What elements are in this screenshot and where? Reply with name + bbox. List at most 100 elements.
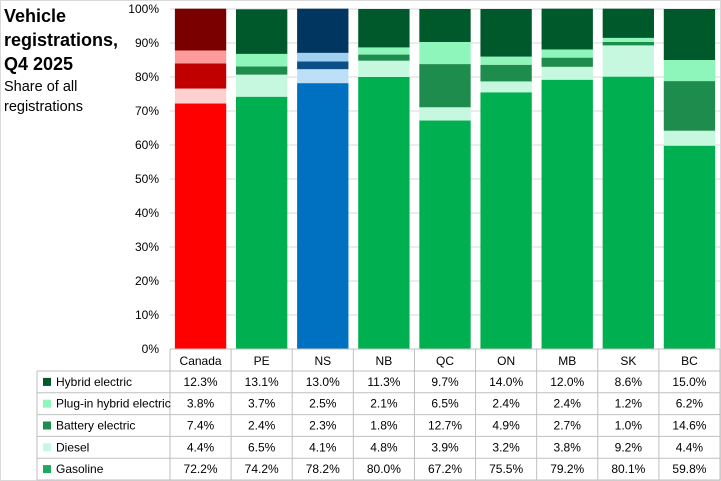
bar-segment-qc-battery-electric bbox=[419, 64, 471, 108]
x-tick-label: BC bbox=[681, 354, 698, 368]
data-label: 11.3% bbox=[367, 375, 400, 389]
x-tick-label: NB bbox=[376, 354, 393, 368]
data-label: 75.5% bbox=[489, 462, 523, 476]
y-axis-label-line: registrations bbox=[4, 99, 83, 115]
data-label: 2.4% bbox=[554, 397, 582, 411]
bar-segment-mb-hybrid-electric bbox=[541, 8, 593, 50]
data-label: 2.4% bbox=[248, 419, 276, 433]
bar-segment-on-hybrid-electric bbox=[480, 9, 532, 57]
bar-segment-pe-diesel bbox=[236, 74, 288, 97]
data-label: 14.6% bbox=[672, 419, 706, 433]
y-tick-label: 10% bbox=[135, 308, 159, 322]
bar-segment-canada-hybrid-electric bbox=[174, 8, 227, 51]
bar-segment-qc-plug-in-hybrid-electric bbox=[419, 41, 471, 65]
legend-swatch bbox=[43, 377, 51, 386]
bar-segment-mb-diesel bbox=[541, 66, 593, 80]
data-label: 79.2% bbox=[550, 462, 584, 476]
bar-segment-nb-plug-in-hybrid-electric bbox=[358, 47, 410, 55]
bar-segment-sk-battery-electric bbox=[602, 41, 654, 46]
bar-segment-pe-hybrid-electric bbox=[236, 9, 288, 54]
x-tick-label: PE bbox=[254, 354, 270, 368]
data-label: 14.0% bbox=[489, 375, 523, 389]
data-label: 15.0% bbox=[672, 375, 706, 389]
x-tick-label: ON bbox=[497, 354, 515, 368]
data-label: 12.3% bbox=[184, 375, 218, 389]
y-tick-label: 80% bbox=[135, 70, 159, 84]
data-label: 80.1% bbox=[611, 462, 645, 476]
bar-segment-canada-gasoline bbox=[174, 103, 227, 350]
y-tick-label: 20% bbox=[135, 274, 159, 288]
data-label: 3.7% bbox=[248, 397, 276, 411]
data-label: 67.2% bbox=[428, 462, 462, 476]
bar-segment-canada-plug-in-hybrid-electric bbox=[174, 50, 227, 64]
data-label: 6.5% bbox=[248, 440, 276, 454]
bar-segment-mb-gasoline bbox=[541, 79, 593, 349]
data-label: 4.1% bbox=[309, 440, 337, 454]
legend-label: Battery electric bbox=[56, 419, 135, 433]
data-label: 59.8% bbox=[672, 462, 706, 476]
bar-segment-on-diesel bbox=[480, 81, 532, 93]
x-tick-label: SK bbox=[620, 354, 636, 368]
data-label: 2.3% bbox=[309, 419, 337, 433]
bar-segment-nb-gasoline bbox=[358, 77, 410, 349]
data-label: 6.2% bbox=[676, 397, 704, 411]
bar-segment-ns-plug-in-hybrid-electric bbox=[297, 52, 349, 62]
bar-segment-bc-battery-electric bbox=[663, 81, 716, 131]
legend-swatch bbox=[43, 421, 51, 430]
bar-segment-canada-diesel bbox=[174, 88, 227, 104]
title-line: Q4 2025 bbox=[4, 54, 74, 74]
data-label: 78.2% bbox=[306, 462, 340, 476]
legend-label: Gasoline bbox=[56, 462, 104, 476]
bar-segment-ns-diesel bbox=[297, 69, 349, 84]
y-tick-label: 30% bbox=[135, 240, 159, 254]
data-label: 9.7% bbox=[431, 375, 459, 389]
bar-segment-canada-battery-electric bbox=[174, 63, 227, 89]
legend-label: Hybrid electric bbox=[56, 375, 132, 389]
chart-title: Vehicle registrations, Q4 2025 bbox=[4, 4, 124, 76]
title-line: registrations, bbox=[4, 30, 119, 50]
bar-segment-mb-plug-in-hybrid-electric bbox=[541, 49, 593, 58]
y-tick-label: 100% bbox=[128, 2, 159, 16]
bar-segment-ns-hybrid-electric bbox=[297, 8, 349, 53]
legend-swatch bbox=[43, 465, 51, 474]
data-label: 72.2% bbox=[184, 462, 218, 476]
data-label: 80.0% bbox=[367, 462, 401, 476]
bar-segment-pe-battery-electric bbox=[236, 66, 288, 75]
bar-segment-nb-hybrid-electric bbox=[358, 9, 410, 48]
data-label: 13.0% bbox=[306, 375, 340, 389]
x-tick-label: NS bbox=[314, 354, 331, 368]
title-line: Vehicle bbox=[4, 6, 67, 26]
bar-segment-bc-hybrid-electric bbox=[663, 9, 716, 60]
bar-segment-sk-hybrid-electric bbox=[602, 8, 654, 38]
x-tick-label: Canada bbox=[180, 354, 222, 368]
bar-segment-sk-gasoline bbox=[602, 76, 654, 349]
legend-label: Diesel bbox=[56, 440, 89, 454]
data-label: 3.8% bbox=[187, 397, 215, 411]
legend-label: Plug-in hybrid electric bbox=[56, 397, 171, 411]
bar-segment-on-gasoline bbox=[480, 92, 532, 350]
y-tick-label: 40% bbox=[135, 206, 159, 220]
y-tick-label: 0% bbox=[142, 342, 160, 356]
data-label: 1.8% bbox=[370, 419, 398, 433]
bar-segment-bc-gasoline bbox=[663, 145, 716, 349]
bar-segment-sk-diesel bbox=[602, 45, 654, 77]
data-label: 9.2% bbox=[615, 440, 643, 454]
bar-segment-sk-plug-in-hybrid-electric bbox=[602, 37, 654, 42]
y-tick-label: 50% bbox=[135, 172, 159, 186]
bar-segment-ns-gasoline bbox=[297, 83, 349, 350]
data-label: 2.4% bbox=[492, 397, 520, 411]
data-label: 74.2% bbox=[245, 462, 279, 476]
bar-segment-mb-battery-electric bbox=[541, 57, 593, 67]
bar-segment-on-plug-in-hybrid-electric bbox=[480, 56, 532, 65]
data-label: 8.6% bbox=[615, 375, 643, 389]
legend-swatch bbox=[43, 399, 51, 408]
bar-segment-pe-plug-in-hybrid-electric bbox=[236, 53, 288, 67]
y-axis-label: Share of all registrations bbox=[4, 77, 124, 117]
x-tick-label: QC bbox=[436, 354, 454, 368]
bar-segment-qc-hybrid-electric bbox=[419, 9, 471, 42]
bar-segment-qc-diesel bbox=[419, 107, 471, 121]
data-label: 1.0% bbox=[615, 419, 643, 433]
data-label: 12.7% bbox=[428, 419, 462, 433]
data-label: 6.5% bbox=[431, 397, 459, 411]
